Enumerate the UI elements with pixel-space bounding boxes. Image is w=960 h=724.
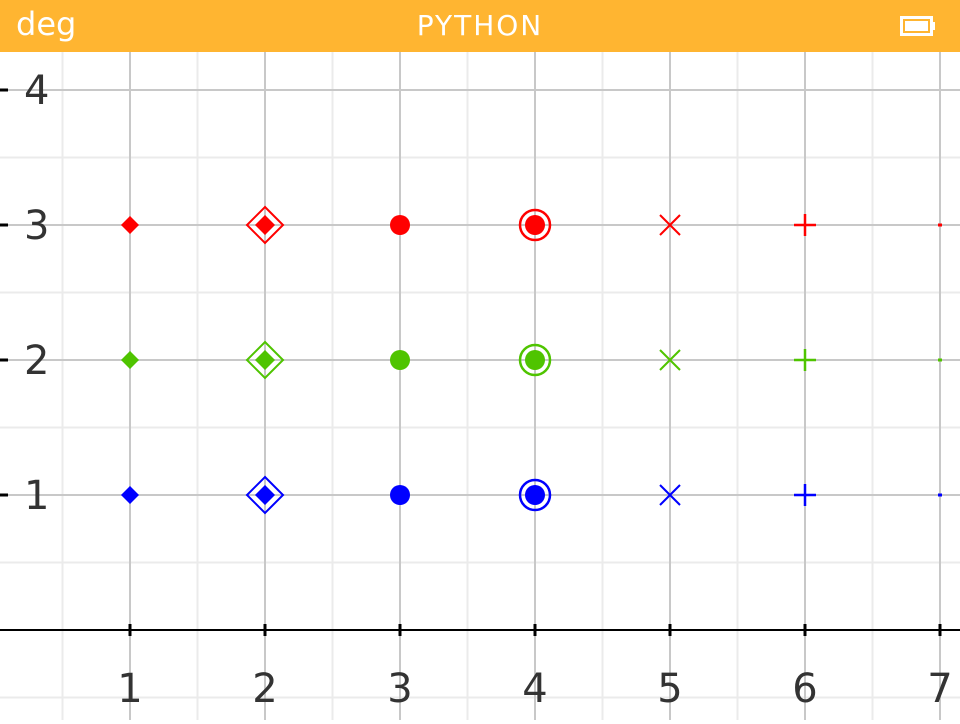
y-tick-label: 3 xyxy=(24,203,49,249)
data-point-circle xyxy=(390,215,410,235)
angle-mode-indicator: deg xyxy=(16,5,77,43)
grid-minor xyxy=(0,52,960,720)
tick-labels: 1 2 3 4 5 6 7 1 2 3 4 xyxy=(24,68,953,712)
data-point-plus xyxy=(794,349,816,371)
data-points xyxy=(121,205,942,515)
y-tick-label: 2 xyxy=(24,338,49,384)
data-point-double-diamond xyxy=(245,205,285,245)
data-point-cross xyxy=(659,484,681,506)
data-point-circle xyxy=(390,485,410,505)
data-point-double-circle xyxy=(518,208,552,242)
axes xyxy=(0,88,960,636)
data-point-plus xyxy=(794,214,816,236)
app-title: PYTHON xyxy=(416,9,544,42)
x-tick-label: 4 xyxy=(522,666,547,712)
data-point-diamond xyxy=(121,486,139,504)
y-tick-label: 1 xyxy=(24,473,49,519)
data-point-cross xyxy=(659,214,681,236)
battery-full-icon xyxy=(900,16,935,36)
data-point-double-diamond xyxy=(245,340,285,380)
data-point-cross xyxy=(659,349,681,371)
data-point-double-circle xyxy=(518,478,552,512)
scatter-plot: 1 2 3 4 5 6 7 1 2 3 4 xyxy=(0,52,960,720)
data-point-circle xyxy=(390,350,410,370)
x-tick-label: 6 xyxy=(792,666,817,712)
x-tick-label: 3 xyxy=(387,666,412,712)
data-point-pixel xyxy=(938,223,942,227)
x-tick-label: 2 xyxy=(252,666,277,712)
data-point-pixel xyxy=(938,493,942,497)
y-tick-label: 4 xyxy=(24,68,49,114)
x-tick-label: 7 xyxy=(927,666,952,712)
data-point-double-diamond xyxy=(245,475,285,515)
data-point-diamond xyxy=(121,216,139,234)
data-point-diamond xyxy=(121,351,139,369)
status-bar: deg PYTHON xyxy=(0,0,960,52)
x-tick-label: 1 xyxy=(117,666,142,712)
data-point-double-circle xyxy=(518,343,552,377)
grid-major xyxy=(0,52,960,720)
plot-area: 1 2 3 4 5 6 7 1 2 3 4 xyxy=(0,52,960,720)
data-point-pixel xyxy=(938,358,942,362)
x-tick-label: 5 xyxy=(657,666,682,712)
data-point-plus xyxy=(794,484,816,506)
